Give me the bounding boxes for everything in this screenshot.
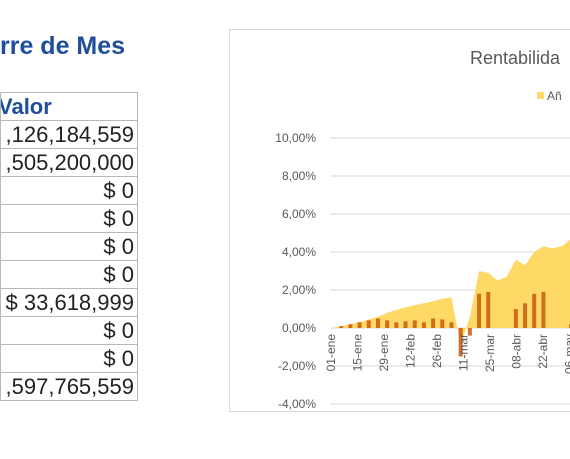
- table-header-row: Valor: [0, 92, 138, 121]
- legend-label: Añ: [547, 89, 562, 103]
- bar-mark: [541, 291, 546, 328]
- bar-mark: [486, 291, 491, 328]
- table-cell-value: $ 0: [0, 232, 138, 261]
- bar-mark: [403, 321, 408, 328]
- bar-mark: [394, 322, 399, 328]
- bar-mark: [357, 322, 362, 328]
- area-series: [332, 239, 570, 346]
- table-row: ,126,184,559: [0, 120, 138, 149]
- y-tick-label: 8,00%: [282, 169, 316, 183]
- table-cell-value: $ 33,618,999: [0, 288, 138, 317]
- x-tick-label: 11-mar: [457, 334, 471, 371]
- table-cell-value: ,505,200,000: [0, 148, 138, 177]
- table-row: $ 0: [0, 316, 138, 345]
- table-row: ,505,200,000: [0, 148, 138, 177]
- y-tick-label: -4,00%: [278, 397, 316, 411]
- bar-mark: [440, 319, 445, 328]
- x-tick-label: 26-feb: [430, 334, 444, 368]
- value-table: Valor ,126,184,559 ,505,200,000 $ 0 $ 0 …: [0, 92, 138, 401]
- bar-layer: [339, 291, 570, 357]
- y-tick-label: 10,00%: [275, 131, 316, 145]
- table-row: $ 0: [0, 260, 138, 289]
- x-tick-label: 25-mar: [483, 334, 497, 372]
- chart-title: Rentabilida: [470, 48, 561, 68]
- bar-mark: [421, 322, 426, 328]
- table-cell-value: ,126,184,559: [0, 120, 138, 149]
- table-cell-value: $ 0: [0, 176, 138, 205]
- x-tick-label: 06-may: [563, 334, 570, 374]
- bar-mark: [513, 309, 518, 328]
- bar-mark: [431, 318, 436, 328]
- x-tick-label: 29-ene: [377, 334, 391, 372]
- table-cell-value: $ 0: [0, 204, 138, 233]
- bar-mark: [412, 320, 417, 328]
- y-tick-label: 4,00%: [282, 245, 316, 259]
- y-tick-label: 6,00%: [282, 207, 316, 221]
- table-cell-value: ,597,765,559: [0, 372, 138, 401]
- bar-mark: [375, 318, 380, 328]
- table-cell-value: $ 0: [0, 260, 138, 289]
- table-row: $ 0: [0, 176, 138, 205]
- bar-mark: [385, 320, 390, 328]
- bar-mark: [467, 328, 472, 336]
- bar-mark: [339, 326, 344, 328]
- bar-mark: [477, 293, 482, 328]
- page-title: rre de Mes: [0, 32, 126, 60]
- x-tick-label: 22-abr: [536, 334, 550, 369]
- table-cell-value: $ 0: [0, 316, 138, 345]
- bar-mark: [532, 293, 537, 328]
- table-row: $ 33,618,999: [0, 288, 138, 317]
- area-layer: [332, 239, 570, 346]
- column-header-valor: Valor: [0, 92, 138, 121]
- x-tick-label: 12-feb: [404, 334, 418, 368]
- table-row: $ 0: [0, 204, 138, 233]
- bar-mark: [458, 328, 463, 357]
- y-tick-label: 0,00%: [282, 321, 316, 335]
- x-tick-label: 08-abr: [510, 334, 524, 369]
- x-tick-label: 15-ene: [351, 334, 365, 372]
- y-tick-label: -2,00%: [278, 359, 316, 373]
- y-tick-label: 2,00%: [282, 283, 316, 297]
- bar-mark: [523, 303, 528, 328]
- table-cell-value: $ 0: [0, 344, 138, 373]
- y-axis-ticks: 10,00% 8,00% 6,00% 4,00% 2,00% 0,00% -2,00% -4,…: [275, 131, 316, 411]
- table-row: $ 0: [0, 344, 138, 373]
- x-axis-ticks: 01-ene 15-ene 29-ene 12-feb 26-feb 11-mar 25-m…: [324, 334, 570, 374]
- legend-swatch: [537, 92, 544, 99]
- bar-mark: [348, 324, 353, 328]
- table-row: ,597,765,559: [0, 372, 138, 401]
- chart-panel: Rentabilida Añ 10,00% 8,00% 6,00% 4,00% 2,00…: [229, 29, 570, 412]
- x-tick-label: 01-ene: [324, 334, 338, 372]
- bar-mark: [366, 320, 371, 328]
- chart-svg: Rentabilida Añ 10,00% 8,00% 6,00% 4,00% 2,00…: [275, 48, 570, 411]
- bar-mark: [449, 322, 454, 328]
- table-row: $ 0: [0, 232, 138, 261]
